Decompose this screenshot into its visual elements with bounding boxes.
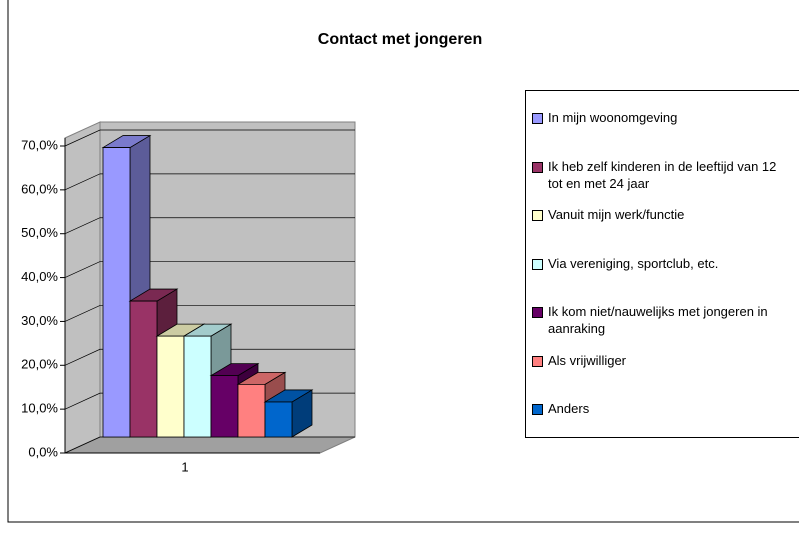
legend-label: Via vereniging, sportclub, etc. — [548, 255, 719, 271]
legend-item: Als vrijwilliger — [532, 352, 794, 369]
legend-swatch — [532, 404, 543, 415]
legend-label: Ik heb zelf kinderen in de leeftijd van … — [548, 158, 777, 191]
grid-line — [64, 217, 355, 235]
bar-front — [237, 383, 266, 438]
x-tick-label: 1 — [181, 459, 188, 474]
bar-front — [210, 375, 239, 438]
y-tick-label: 10,0% — [21, 401, 58, 416]
legend-item: Via vereniging, sportclub, etc. — [532, 255, 794, 272]
bar-front — [129, 300, 158, 438]
y-tick-label: 70,0% — [21, 137, 58, 152]
floor — [64, 436, 356, 454]
grid-line — [64, 173, 355, 191]
y-tick-label: 60,0% — [21, 181, 58, 196]
bar-front — [102, 147, 131, 438]
legend-swatch — [532, 210, 543, 221]
bar-front — [183, 335, 212, 438]
y-tick-label: 20,0% — [21, 357, 58, 372]
chart-title: Contact met jongeren — [318, 31, 482, 48]
legend-item: Ik heb zelf kinderen in de leeftijd van … — [532, 158, 794, 192]
legend-label: In mijn woonomgeving — [548, 110, 678, 125]
y-tick-label: 30,0% — [21, 313, 58, 328]
bar-front — [264, 401, 293, 438]
y-tick-label: 0,0% — [28, 444, 58, 459]
grid-line — [64, 261, 355, 278]
legend-label: Vanuit mijn werk/functie — [548, 207, 685, 222]
y-tick-label: 50,0% — [21, 225, 58, 240]
legend-label: Als vrijwilliger — [548, 352, 627, 368]
legend-swatch — [532, 113, 543, 124]
legend-swatch — [532, 161, 543, 173]
legend-item: Anders — [532, 400, 794, 417]
legend-item: Ik kom niet/nauwelijks met jongeren in a… — [532, 303, 794, 337]
legend-swatch — [532, 355, 543, 367]
legend: In mijn woonomgeving Ik heb zelf kinderen… — [525, 90, 799, 438]
legend-item: In mijn woonomgeving — [532, 109, 794, 126]
y-tick-label: 40,0% — [21, 269, 58, 284]
bar-front — [156, 335, 185, 438]
legend-label: Anders — [548, 401, 590, 416]
legend-swatch — [532, 307, 543, 318]
grid-line — [64, 348, 355, 366]
legend-item: Vanuit mijn werk/functie — [532, 206, 794, 223]
grid-line — [64, 305, 355, 322]
legend-swatch — [532, 258, 543, 270]
bar — [263, 389, 314, 438]
side-wall — [64, 121, 101, 454]
legend-label: Ik kom niet/nauwelijks met jongeren in a… — [548, 304, 768, 336]
grid-line — [64, 129, 355, 147]
